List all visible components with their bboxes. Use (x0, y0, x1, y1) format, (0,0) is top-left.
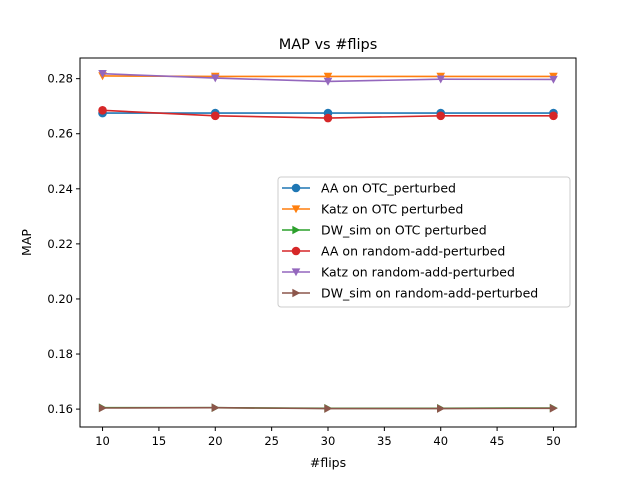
legend-marker (291, 246, 301, 256)
x-tick-label: 25 (264, 434, 279, 448)
legend-item: DW_sim on OTC perturbed (282, 223, 487, 238)
legend-marker (291, 183, 301, 193)
legend-item: Katz on random-add-perturbed (282, 265, 515, 280)
y-tick-label: 0.26 (47, 127, 73, 141)
legend-item: AA on random-add-perturbed (282, 244, 505, 259)
data-point (98, 403, 107, 413)
data-point (98, 70, 107, 78)
series-6 (98, 403, 558, 413)
x-tick-label: 35 (377, 434, 392, 448)
y-axis-label: MAP (19, 229, 34, 256)
legend-marker (292, 288, 301, 298)
data-point (549, 403, 558, 413)
y-tick-label: 0.16 (47, 402, 73, 416)
data-point (210, 74, 220, 83)
legend: AA on OTC_perturbed Katz on OTC perturbed… (277, 176, 571, 308)
data-point (210, 111, 220, 121)
y-tick-label: 0.22 (47, 237, 73, 251)
y-tick-label: 0.28 (47, 72, 73, 86)
data-point (323, 77, 333, 86)
x-tick-label: 40 (433, 434, 448, 448)
legend-item: AA on OTC_perturbed (282, 181, 456, 196)
legend-label: DW_sim on OTC perturbed (321, 223, 487, 238)
y-tick-label: 0.18 (47, 347, 73, 361)
y-tick-label: 0.24 (47, 182, 73, 196)
data-point (436, 75, 446, 84)
data-point (437, 404, 446, 413)
axis-ticks: 10 15 20 25 30 35 40 45 50 0.16 0.18 0.20 0.22 0.24 0.… (47, 72, 560, 448)
series-5 (98, 70, 558, 86)
data-point (549, 75, 558, 84)
x-axis-label: #flips (310, 455, 346, 470)
data-point (211, 403, 220, 413)
legend-item: Katz on OTC perturbed (282, 202, 463, 217)
x-tick-label: 15 (152, 434, 167, 448)
x-tick-label: 10 (95, 434, 110, 448)
legend-box (277, 176, 571, 308)
y-tick-label: 0.20 (47, 292, 73, 306)
data-point (549, 111, 558, 121)
legend-label: AA on OTC_perturbed (321, 181, 456, 196)
x-tick-label: 30 (321, 434, 336, 448)
data-point (323, 113, 333, 123)
legend-label: Katz on random-add-perturbed (321, 265, 515, 280)
legend-marker (292, 225, 301, 235)
legend-item: DW_sim on random-add-perturbed (282, 286, 538, 301)
data-point (98, 106, 107, 115)
legend-marker (291, 205, 301, 214)
plot-area (98, 70, 558, 413)
legend-label: DW_sim on random-add-perturbed (321, 286, 538, 301)
x-tick-label: 50 (546, 434, 561, 448)
data-point (324, 404, 333, 413)
data-point (323, 72, 333, 81)
x-tick-label: 20 (208, 434, 223, 448)
chart-title: MAP vs #flips (279, 37, 378, 53)
legend-marker (291, 268, 301, 277)
legend-label: Katz on OTC perturbed (321, 202, 463, 217)
x-tick-label: 45 (490, 434, 505, 448)
series-4 (98, 106, 558, 123)
data-point (436, 111, 446, 121)
legend-label: AA on random-add-perturbed (321, 244, 505, 259)
